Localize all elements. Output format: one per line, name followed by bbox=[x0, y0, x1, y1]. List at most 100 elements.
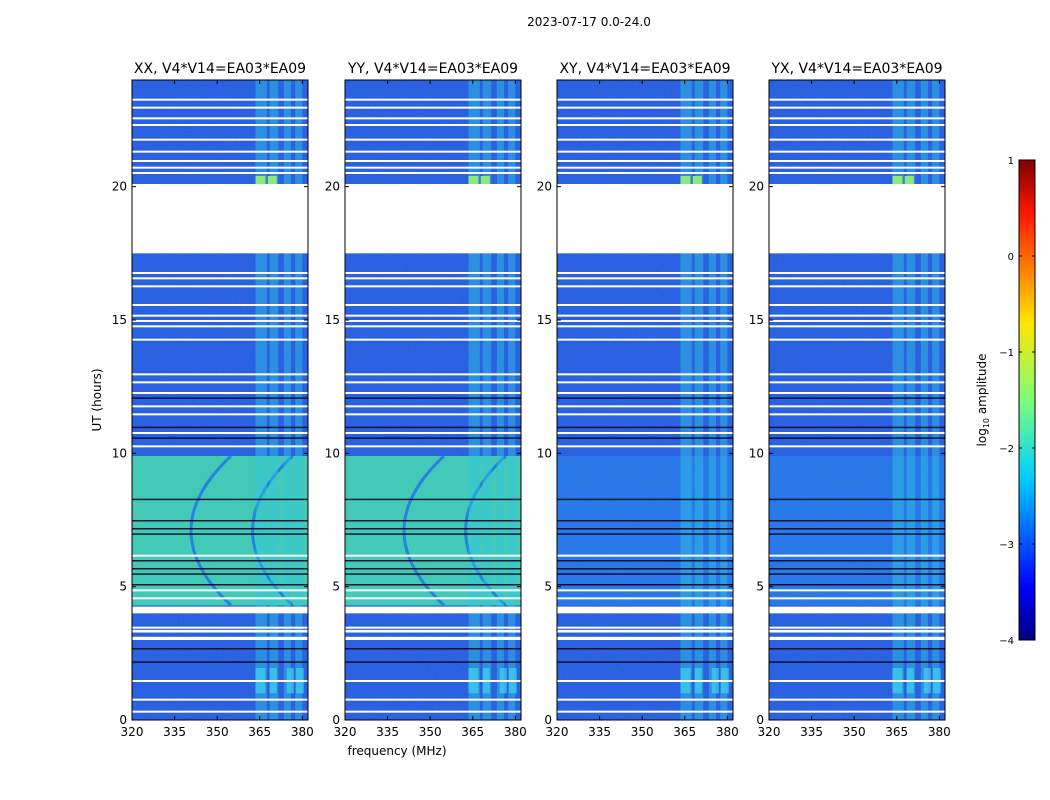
flag-line bbox=[132, 589, 308, 592]
heatmap-noise bbox=[769, 80, 945, 720]
dark-line bbox=[557, 584, 733, 586]
flag-line bbox=[132, 277, 308, 280]
flag-line bbox=[132, 597, 308, 600]
heatmap-image bbox=[557, 80, 733, 720]
y-tick-label: 10 bbox=[537, 446, 552, 460]
flag-line bbox=[769, 381, 945, 384]
colorbar-label: log10 amplitude bbox=[975, 354, 991, 447]
x-tick-label: 380 bbox=[716, 725, 739, 739]
x-tick-label: 320 bbox=[758, 725, 781, 739]
flag-line bbox=[132, 285, 308, 288]
flag-line bbox=[769, 554, 945, 557]
flag-line bbox=[132, 405, 308, 408]
dark-line bbox=[769, 437, 945, 439]
flag-line bbox=[557, 304, 733, 306]
heatmap-noise bbox=[132, 80, 308, 720]
x-tick-label: 365 bbox=[461, 725, 484, 739]
flag-line bbox=[132, 272, 308, 274]
dark-line bbox=[345, 568, 521, 570]
y-tick-label: 0 bbox=[756, 713, 764, 727]
flag-line bbox=[132, 320, 308, 322]
flag-line bbox=[345, 138, 521, 141]
flag-line bbox=[557, 710, 733, 713]
dark-line bbox=[769, 584, 945, 586]
dark-line bbox=[345, 573, 521, 575]
rfi-stripe bbox=[468, 80, 480, 720]
dark-line bbox=[769, 528, 945, 530]
x-tick-label: 335 bbox=[376, 725, 399, 739]
panel-frame bbox=[131, 79, 309, 721]
dark-line bbox=[557, 498, 733, 501]
flag-line bbox=[557, 392, 733, 394]
figure-title: 2023-07-17 0.0-24.0 bbox=[527, 15, 651, 29]
rfi-stripe bbox=[680, 80, 692, 720]
y-tick-label: 5 bbox=[756, 580, 764, 594]
data-gap bbox=[345, 606, 521, 614]
flag-line bbox=[769, 597, 945, 600]
flag-line bbox=[557, 413, 733, 416]
flag-line bbox=[769, 698, 945, 701]
y-tick-label: 5 bbox=[332, 580, 340, 594]
flag-line bbox=[769, 138, 945, 141]
y-tick-label: 20 bbox=[325, 180, 340, 194]
flag-line bbox=[769, 338, 945, 341]
flag-line bbox=[132, 150, 308, 153]
flag-line bbox=[345, 320, 521, 322]
dark-line bbox=[769, 573, 945, 575]
flag-line bbox=[132, 124, 308, 126]
flag-line bbox=[132, 304, 308, 306]
dark-line bbox=[769, 498, 945, 501]
panel-title: XY, V4*V14=EA03*EA09 bbox=[559, 61, 730, 77]
dark-line bbox=[769, 560, 945, 562]
colorbar-tick-label: −2 bbox=[999, 444, 1014, 455]
flag-line bbox=[769, 277, 945, 280]
data-gap bbox=[132, 184, 308, 254]
dark-line bbox=[769, 648, 945, 650]
flag-line bbox=[769, 413, 945, 416]
flag-line bbox=[557, 325, 733, 328]
dark-line bbox=[345, 520, 521, 522]
y-tick-label: 15 bbox=[537, 313, 552, 327]
y-tick-label: 15 bbox=[112, 313, 127, 327]
flag-line bbox=[769, 680, 945, 682]
panel-frame bbox=[768, 79, 946, 721]
data-gap bbox=[557, 636, 733, 640]
rfi-stripe bbox=[906, 80, 916, 720]
colorbar-ticks: 1 0 −1 −2 −3 −4 bbox=[999, 156, 1035, 647]
flag-line bbox=[769, 124, 945, 126]
data-gap bbox=[132, 606, 308, 614]
rfi-stripe bbox=[269, 80, 279, 720]
dark-line bbox=[345, 584, 521, 586]
flag-line bbox=[557, 589, 733, 592]
x-tick-label: 320 bbox=[546, 725, 569, 739]
flag-line bbox=[345, 392, 521, 394]
bright-block-overlay bbox=[132, 456, 308, 606]
flag-line bbox=[557, 373, 733, 376]
dark-line bbox=[769, 426, 945, 429]
flag-line bbox=[132, 314, 308, 317]
flag-line bbox=[557, 320, 733, 322]
flag-line bbox=[769, 98, 945, 101]
y-tick-label: 0 bbox=[332, 713, 340, 727]
flag-line bbox=[557, 98, 733, 101]
rfi-stripe bbox=[932, 80, 940, 720]
dark-line bbox=[132, 520, 308, 522]
flag-line bbox=[557, 554, 733, 557]
flag-line bbox=[769, 626, 945, 629]
rfi-stripe bbox=[496, 80, 504, 720]
flag-line bbox=[345, 373, 521, 376]
y-tick-label: 0 bbox=[544, 713, 552, 727]
fringe-arc bbox=[402, 454, 446, 607]
x-tick-label: 320 bbox=[334, 725, 357, 739]
rfi-stripe bbox=[295, 80, 303, 720]
rfi-stripe bbox=[482, 80, 492, 720]
x-tick-label: 320 bbox=[121, 725, 144, 739]
flag-line bbox=[557, 172, 733, 174]
flag-line bbox=[557, 117, 733, 120]
data-gap bbox=[769, 184, 945, 254]
y-tick-label: 10 bbox=[112, 446, 127, 460]
colorbar-tick-label: 1 bbox=[1008, 156, 1014, 167]
panel-title: YX, V4*V14=EA03*EA09 bbox=[770, 61, 942, 77]
flag-line bbox=[769, 325, 945, 328]
flag-line bbox=[557, 432, 733, 434]
